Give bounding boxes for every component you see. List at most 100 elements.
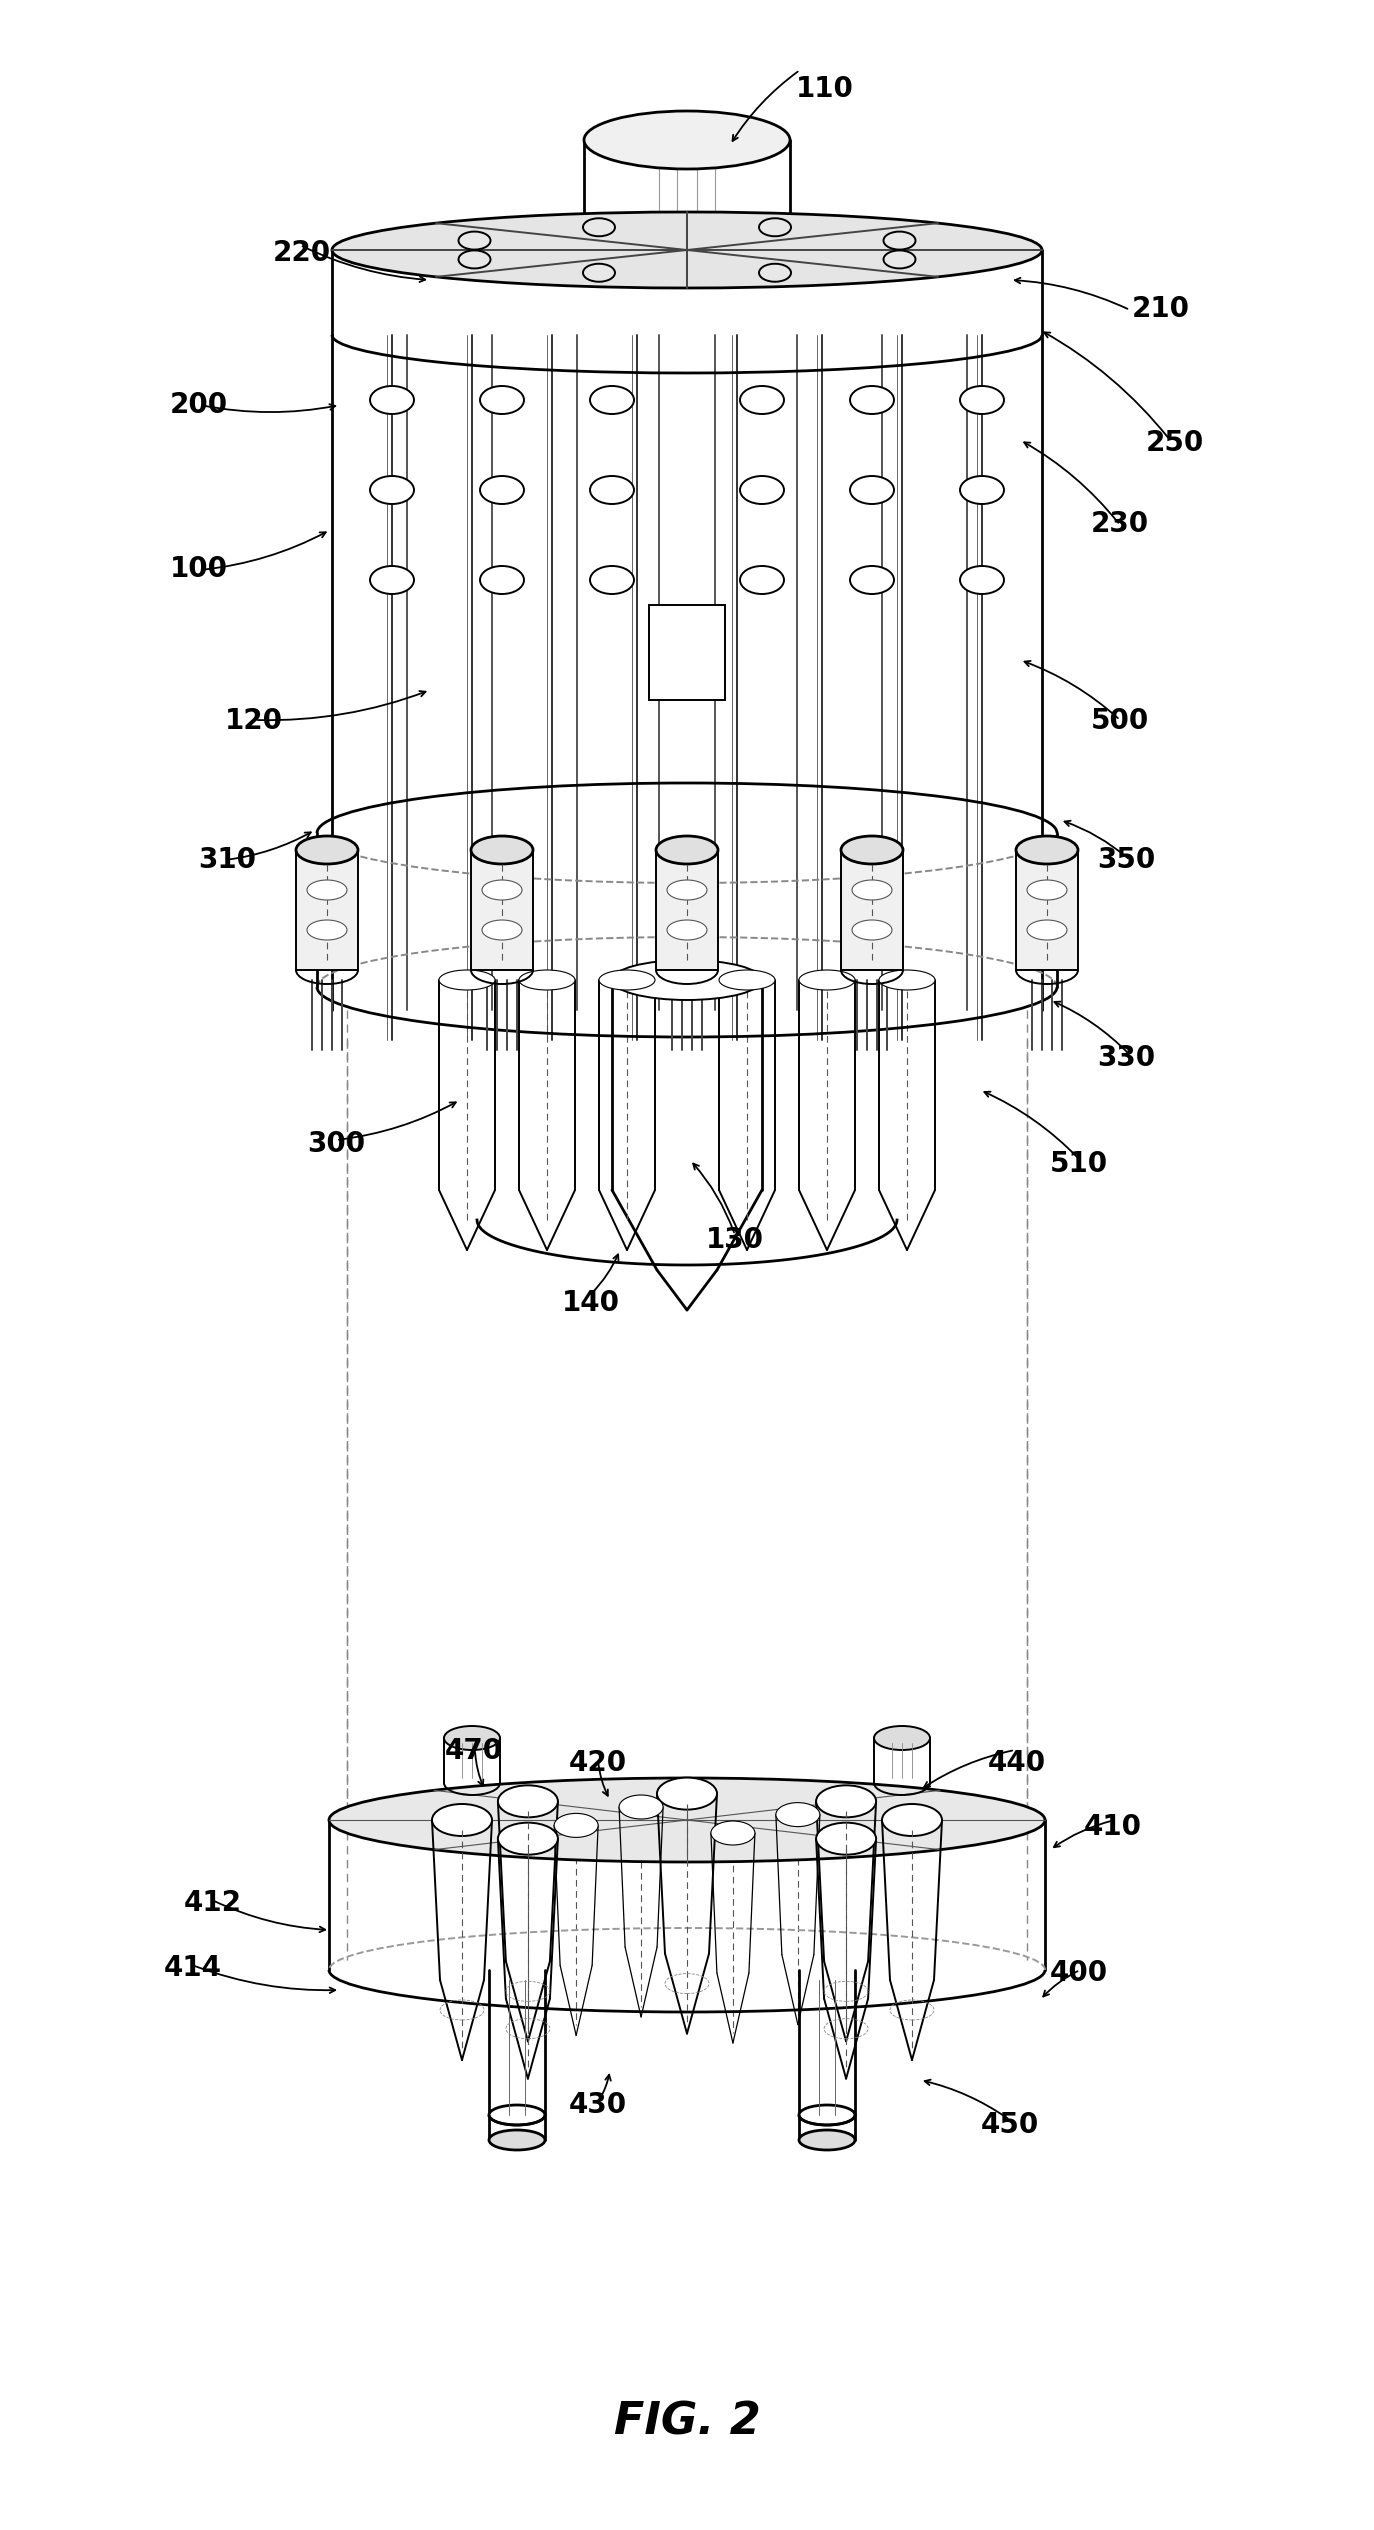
Ellipse shape <box>1026 921 1068 941</box>
Ellipse shape <box>741 476 785 503</box>
Ellipse shape <box>874 1725 930 1751</box>
Ellipse shape <box>800 2105 855 2125</box>
Text: 130: 130 <box>706 1225 764 1255</box>
Ellipse shape <box>306 880 348 901</box>
Bar <box>655 850 719 969</box>
Ellipse shape <box>851 476 894 503</box>
Ellipse shape <box>719 969 775 989</box>
Ellipse shape <box>306 921 348 941</box>
Ellipse shape <box>851 567 894 595</box>
Ellipse shape <box>611 959 763 999</box>
Ellipse shape <box>370 387 414 415</box>
Text: 400: 400 <box>1050 1958 1107 1989</box>
Ellipse shape <box>960 387 1004 415</box>
Text: 100: 100 <box>170 554 228 584</box>
Text: 420: 420 <box>569 1748 627 1779</box>
Ellipse shape <box>471 835 533 865</box>
Bar <box>295 850 359 969</box>
Ellipse shape <box>1015 835 1079 865</box>
Ellipse shape <box>589 567 633 595</box>
Ellipse shape <box>583 218 616 235</box>
Text: 200: 200 <box>170 390 228 420</box>
Ellipse shape <box>1026 880 1068 901</box>
Ellipse shape <box>655 835 719 865</box>
Ellipse shape <box>519 969 574 989</box>
Bar <box>841 850 903 969</box>
Text: 430: 430 <box>569 2090 627 2120</box>
Ellipse shape <box>599 969 655 989</box>
Ellipse shape <box>852 921 892 941</box>
Ellipse shape <box>554 1814 598 1837</box>
Ellipse shape <box>589 387 633 415</box>
Ellipse shape <box>333 213 1041 288</box>
Text: 330: 330 <box>1098 1042 1156 1073</box>
Ellipse shape <box>459 233 491 250</box>
Ellipse shape <box>482 880 522 901</box>
Ellipse shape <box>851 387 894 415</box>
Text: 440: 440 <box>988 1748 1046 1779</box>
Text: 140: 140 <box>562 1288 620 1318</box>
Ellipse shape <box>497 1786 558 1817</box>
Ellipse shape <box>444 1725 500 1751</box>
Text: 350: 350 <box>1098 845 1156 875</box>
Ellipse shape <box>666 921 708 941</box>
Ellipse shape <box>328 1779 1046 1862</box>
Ellipse shape <box>879 969 934 989</box>
Ellipse shape <box>440 969 495 989</box>
Text: 110: 110 <box>796 73 853 104</box>
Ellipse shape <box>370 567 414 595</box>
Text: 414: 414 <box>164 1953 221 1984</box>
Ellipse shape <box>883 250 915 268</box>
Ellipse shape <box>620 1794 664 1819</box>
Ellipse shape <box>589 476 633 503</box>
Ellipse shape <box>800 2130 855 2150</box>
Ellipse shape <box>852 880 892 901</box>
Ellipse shape <box>800 969 855 989</box>
Ellipse shape <box>758 218 791 235</box>
Ellipse shape <box>489 2130 545 2150</box>
Ellipse shape <box>480 476 523 503</box>
Ellipse shape <box>883 233 915 250</box>
Ellipse shape <box>710 1822 754 1844</box>
Bar <box>471 850 533 969</box>
Ellipse shape <box>459 250 491 268</box>
Ellipse shape <box>497 1822 558 1854</box>
Ellipse shape <box>584 111 790 170</box>
Text: 250: 250 <box>1146 428 1204 458</box>
Ellipse shape <box>758 263 791 281</box>
Text: 300: 300 <box>308 1128 365 1159</box>
Text: 470: 470 <box>445 1736 503 1766</box>
Ellipse shape <box>480 387 523 415</box>
Ellipse shape <box>480 567 523 595</box>
Ellipse shape <box>431 1804 492 1837</box>
Text: FIG. 2: FIG. 2 <box>614 2401 760 2444</box>
Ellipse shape <box>741 567 785 595</box>
Ellipse shape <box>295 835 359 865</box>
Ellipse shape <box>776 1801 820 1827</box>
Ellipse shape <box>666 880 708 901</box>
Text: 412: 412 <box>184 1887 242 1918</box>
Ellipse shape <box>841 835 903 865</box>
Text: 210: 210 <box>1132 293 1190 324</box>
Ellipse shape <box>960 476 1004 503</box>
Text: 310: 310 <box>198 845 256 875</box>
Ellipse shape <box>741 387 785 415</box>
Ellipse shape <box>657 1779 717 1809</box>
Ellipse shape <box>816 1822 877 1854</box>
Ellipse shape <box>882 1804 943 1837</box>
Text: 510: 510 <box>1050 1149 1107 1179</box>
Ellipse shape <box>960 567 1004 595</box>
Ellipse shape <box>816 1786 877 1817</box>
Text: 120: 120 <box>225 706 283 736</box>
Bar <box>1015 850 1079 969</box>
Text: 220: 220 <box>273 238 331 268</box>
Text: 410: 410 <box>1084 1811 1142 1842</box>
Ellipse shape <box>370 476 414 503</box>
Text: 500: 500 <box>1091 706 1149 736</box>
Ellipse shape <box>482 921 522 941</box>
Text: 450: 450 <box>981 2110 1039 2140</box>
Text: 230: 230 <box>1091 509 1149 539</box>
Ellipse shape <box>583 263 616 281</box>
Bar <box>649 605 725 701</box>
Ellipse shape <box>489 2105 545 2125</box>
